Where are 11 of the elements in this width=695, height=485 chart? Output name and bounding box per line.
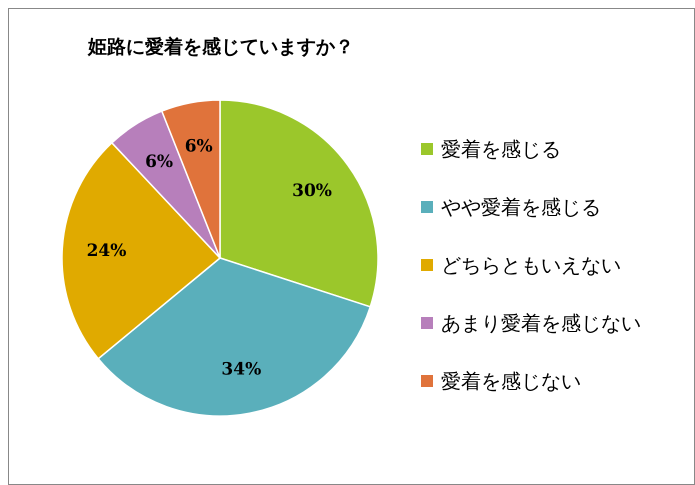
data-label: 30%	[292, 181, 332, 202]
legend-label: どちらともいえない	[441, 253, 621, 277]
legend-label: やや愛着を感じる	[441, 195, 601, 219]
legend-label: 愛着を感じない	[441, 369, 581, 393]
legend-label: あまり愛着を感じない	[441, 311, 641, 335]
chart-title: 姫路に愛着を感じていますか？	[87, 36, 354, 58]
data-label: 34%	[221, 360, 262, 380]
data-label: 6%	[145, 152, 174, 172]
data-label: 6%	[184, 136, 213, 156]
data-label: 24%	[86, 240, 126, 261]
legend-label: 愛着を感じる	[441, 137, 561, 161]
